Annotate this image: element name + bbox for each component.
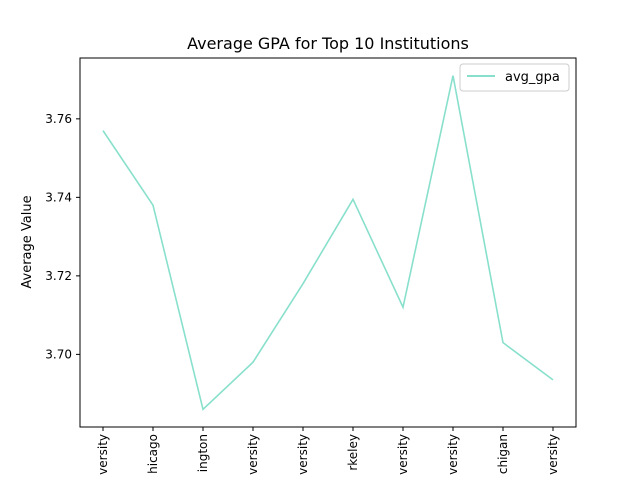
legend-label: avg_gpa bbox=[505, 70, 560, 85]
x-tick-label: versity bbox=[446, 434, 460, 475]
legend-box bbox=[459, 63, 570, 92]
x-tick-label: versity bbox=[96, 434, 110, 475]
series-lines bbox=[102, 75, 554, 411]
y-tick-label: 3.76 bbox=[45, 112, 72, 126]
y-tick-label: 3.74 bbox=[45, 190, 72, 204]
chart-title: Average GPA for Top 10 Institutions bbox=[187, 34, 469, 53]
legend: avg_gpa bbox=[459, 63, 570, 92]
series-line-avg_gpa bbox=[102, 75, 554, 411]
y-tick-label: 3.70 bbox=[45, 347, 72, 361]
x-tick-label: hicago bbox=[146, 434, 160, 474]
y-tick-label: 3.72 bbox=[45, 269, 72, 283]
x-tick-label: versity bbox=[296, 434, 310, 475]
y-axis-label: Average Value bbox=[20, 195, 35, 288]
x-axis-ticks: versity hicago ington versity versity rkeley v… bbox=[96, 427, 560, 475]
x-tick-label: versity bbox=[396, 434, 410, 475]
plot-frame bbox=[79, 57, 577, 428]
y-axis-ticks: 3.70 3.72 3.74 3.76 bbox=[45, 112, 80, 361]
x-tick-label: versity bbox=[246, 434, 260, 475]
x-tick-label: rkeley bbox=[346, 434, 360, 471]
x-tick-label: ington bbox=[196, 434, 210, 472]
x-tick-label: versity bbox=[546, 434, 560, 475]
x-tick-label: chigan bbox=[496, 434, 510, 474]
